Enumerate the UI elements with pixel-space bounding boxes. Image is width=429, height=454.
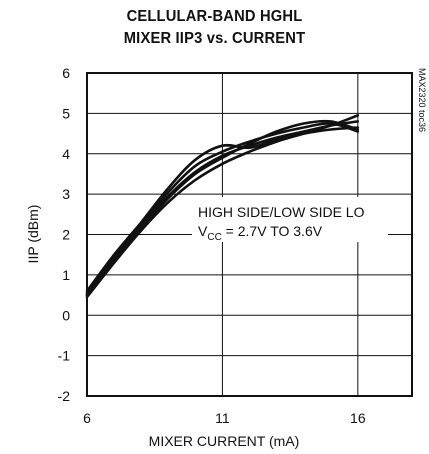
x-axis-label: MIXER CURRENT (mA) <box>149 433 300 449</box>
gridlines <box>87 73 412 396</box>
chart-title-line-2: MIXER IIP3 vs. CURRENT <box>123 30 306 47</box>
annotation-range: = 2.7V TO 3.6V <box>222 223 323 239</box>
annotation-background <box>192 197 388 242</box>
y-tick-label: 4 <box>62 146 70 162</box>
figure-code-label: MAX2320 toc36 <box>417 68 427 132</box>
annotation-line-1: HIGH SIDE/LOW SIDE LO <box>198 204 365 220</box>
y-tick-label: 3 <box>62 186 70 202</box>
y-tick-label: 0 <box>62 307 70 323</box>
y-tick-label: -2 <box>58 388 71 404</box>
chart-title-line-1: CELLULAR-BAND HGHL <box>126 8 303 25</box>
y-tick-label: 1 <box>62 267 70 283</box>
x-tick-label: 16 <box>350 410 366 426</box>
plot-frame <box>86 72 413 397</box>
series-lines <box>85 114 360 299</box>
series-line-5 <box>85 119 360 297</box>
y-tick-label: 6 <box>62 65 70 81</box>
x-tick-label: 6 <box>83 410 91 426</box>
y-tick-label: -1 <box>58 348 71 364</box>
annotation-line-2: VCC = 2.7V TO 3.6V <box>198 223 323 243</box>
y-tick-labels: 6 5 4 3 2 1 0 -1 -2 <box>58 65 71 404</box>
y-tick-label: 2 <box>62 227 70 243</box>
series-line-4 <box>85 122 360 295</box>
annotation-v: V <box>198 223 208 239</box>
y-tick-label: 5 <box>62 105 70 121</box>
x-tick-label: 11 <box>215 410 230 426</box>
x-tick-labels: 6 11 16 <box>83 410 366 426</box>
y-axis-label: IIP (dBm) <box>25 205 41 264</box>
annotation-subscript: CC <box>207 232 221 243</box>
